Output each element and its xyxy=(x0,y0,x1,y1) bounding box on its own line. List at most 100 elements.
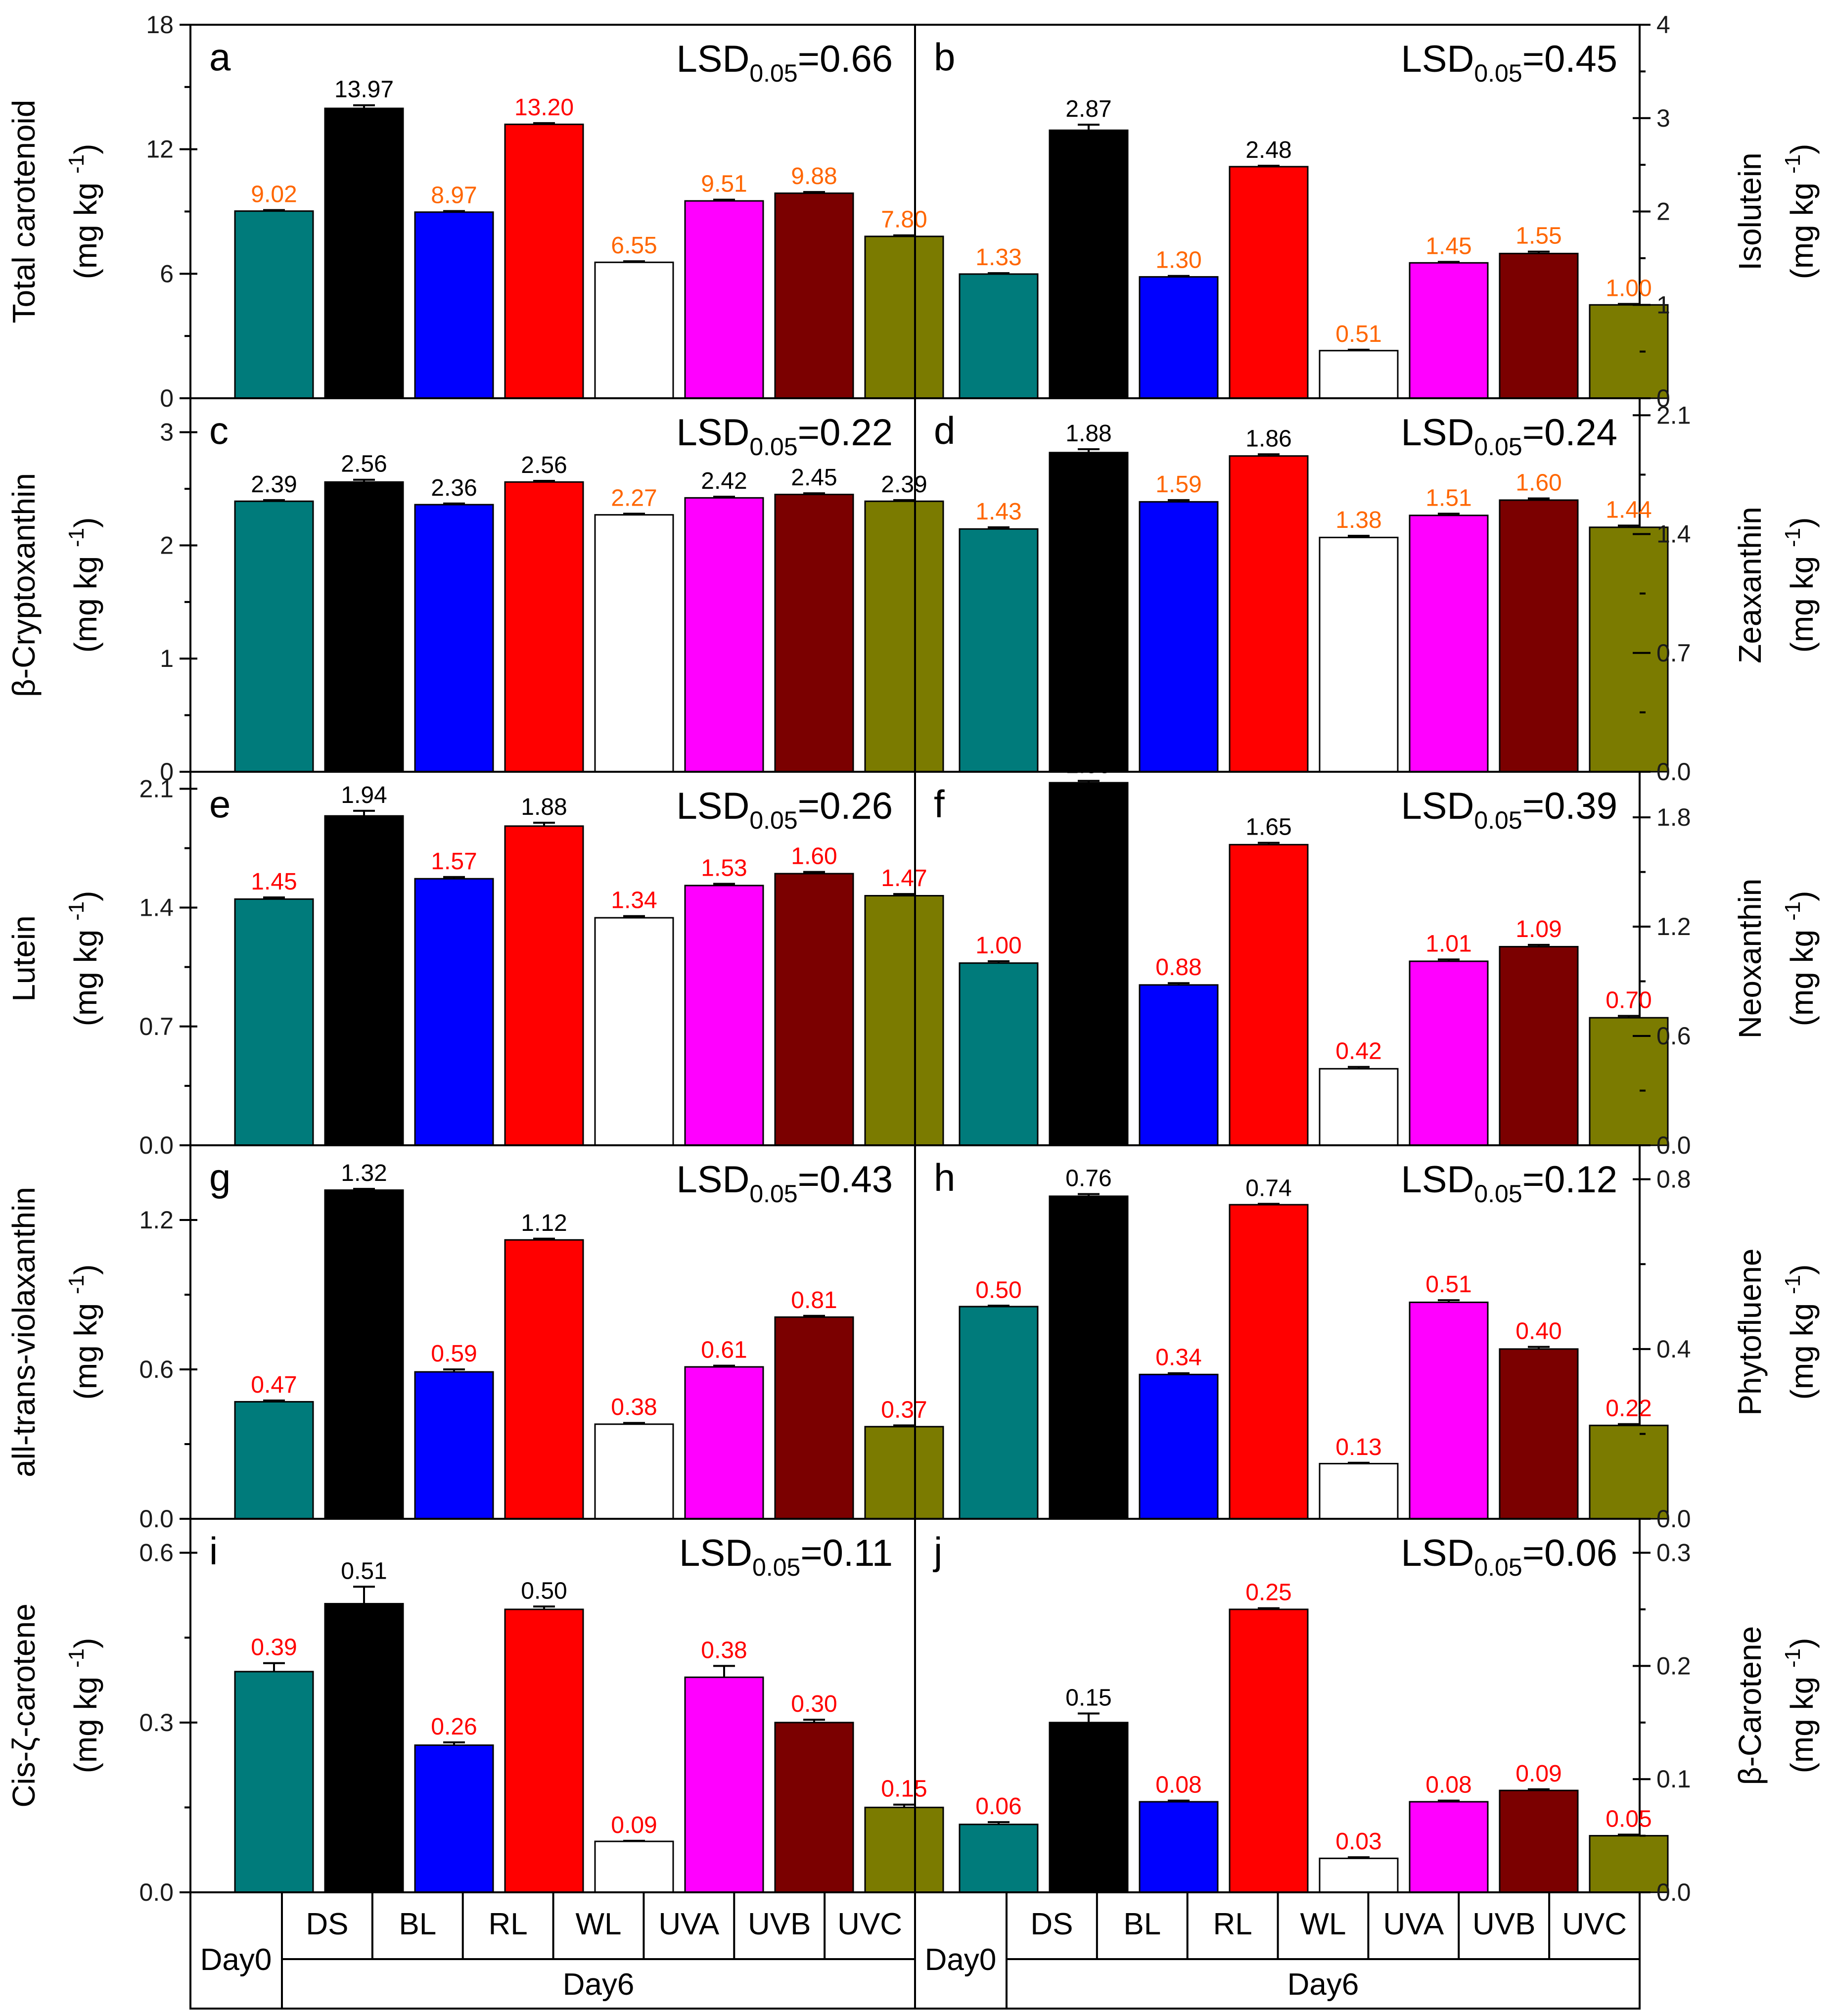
ytick-label-i-2: 0.6 xyxy=(139,1539,174,1567)
category-axis-2: Day0 Day6 DS BL RL WL UVA UVB UVC xyxy=(914,1891,1641,2010)
lsd-annotation-c: LSD0.05=0.22 xyxy=(677,412,893,461)
value-label-i-uva: 0.38 xyxy=(701,1637,747,1663)
bar-a-uvc xyxy=(864,235,944,399)
ylabel-unit-c: (mg kg -1) xyxy=(64,517,103,653)
unit-close: ) xyxy=(1784,517,1820,528)
bar-b-rl xyxy=(1229,166,1309,399)
value-label-h-ds: 0.76 xyxy=(1065,1166,1111,1192)
ylabel-f: Neoxanthin xyxy=(1732,879,1768,1039)
panel-letter-j: j xyxy=(933,1529,942,1573)
lsd-subscript: 0.05 xyxy=(1474,59,1522,87)
day0-label-2: Day0 xyxy=(925,1943,997,1977)
unit-close: ) xyxy=(68,144,103,154)
lsd-subscript: 0.05 xyxy=(1474,806,1522,834)
category-label-1-rl: RL xyxy=(489,1907,528,1941)
unit-superscript: -1 xyxy=(1781,1275,1805,1294)
unit-superscript: -1 xyxy=(1781,528,1805,547)
value-label-f-uvc: 0.70 xyxy=(1606,987,1652,1014)
ylabel-unit-e: (mg kg -1) xyxy=(64,891,103,1027)
ytick-label-e-2: 1.4 xyxy=(139,894,174,922)
bar-d-uvb xyxy=(1499,499,1579,773)
ylabel-a: Total carotenoid xyxy=(6,100,42,324)
bar-j-uvc xyxy=(1589,1835,1669,1893)
bar-g-uva xyxy=(684,1366,764,1520)
value-label-e-uva: 1.53 xyxy=(701,855,747,882)
bar-g-bl xyxy=(414,1371,494,1520)
unit-superscript: -1 xyxy=(64,1275,89,1294)
bar-c-wl xyxy=(594,514,674,773)
ylabel-i: Cis-ζ-carotene xyxy=(6,1603,42,1807)
bar-f-bl xyxy=(1139,984,1219,1146)
value-label-d-ds: 1.88 xyxy=(1065,421,1111,447)
lsd-text: LSD xyxy=(1401,785,1474,827)
lsd-value: =0.11 xyxy=(800,1532,893,1574)
ytick-label-g-2: 1.2 xyxy=(139,1206,174,1234)
bar-b-wl xyxy=(1319,350,1399,399)
unit-text: (mg kg xyxy=(1784,1668,1820,1773)
ytick-label-b-2: 2 xyxy=(1656,198,1670,226)
value-label-i-rl: 0.50 xyxy=(521,1578,567,1604)
bar-c-uvb xyxy=(774,493,854,773)
unit-text: (mg kg xyxy=(68,1668,103,1773)
value-label-f-ds: 1.99 xyxy=(1065,752,1111,778)
lsd-annotation-i: LSD0.05=0.11 xyxy=(679,1532,893,1581)
ylabel-unit-b: (mg kg -1) xyxy=(1781,144,1820,280)
ytick-label-e-1: 0.7 xyxy=(139,1013,174,1040)
bar-a-bl xyxy=(414,211,494,399)
value-label-g-uva: 0.61 xyxy=(701,1337,747,1363)
category-label-2-uva: UVA xyxy=(1383,1907,1444,1941)
panel-f: 1.00 1.99 0.88 1.65 0.42 1.01 1.09 0.70 0.0 0.6 1.… xyxy=(914,752,1820,1159)
ytick-label-g-0: 0.0 xyxy=(139,1505,174,1533)
bar-i-uva xyxy=(684,1676,764,1893)
unit-text: (mg kg xyxy=(1784,1294,1820,1400)
lsd-text: LSD xyxy=(679,1532,752,1574)
value-label-d-uvc: 1.44 xyxy=(1606,497,1652,523)
bar-j-uvb xyxy=(1499,1789,1579,1893)
unit-close: ) xyxy=(68,1265,103,1275)
value-label-c-ds: 2.56 xyxy=(341,451,387,477)
bar-j-wl xyxy=(1319,1857,1399,1893)
value-label-j-wl: 0.03 xyxy=(1335,1828,1381,1855)
unit-superscript: -1 xyxy=(1781,1648,1805,1668)
day6-label-2: Day6 xyxy=(1287,1968,1359,2002)
value-label-b-wl: 0.51 xyxy=(1335,321,1381,347)
category-label-1-uva: UVA xyxy=(658,1907,720,1941)
ytick-label-a-3: 18 xyxy=(146,11,174,39)
bar-h-ds xyxy=(1049,1195,1129,1520)
bar-g-rl xyxy=(504,1239,584,1520)
bar-a-day0 xyxy=(234,210,314,399)
bar-e-bl xyxy=(414,878,494,1146)
x-axis-group: Day0 Day6 DS BL RL WL UVA UVB UVC Day0 Day6 DS BL RL W… xyxy=(189,1891,1641,2010)
value-label-a-uvb: 9.88 xyxy=(791,163,837,189)
ylabel-c: β-Cryptoxanthin xyxy=(6,473,42,697)
lsd-annotation-a: LSD0.05=0.66 xyxy=(677,38,893,87)
value-label-e-wl: 1.34 xyxy=(611,888,657,914)
value-label-i-day0: 0.39 xyxy=(251,1635,297,1661)
bar-e-ds xyxy=(324,815,404,1146)
bar-d-bl xyxy=(1139,501,1219,773)
unit-superscript: -1 xyxy=(64,528,89,547)
value-label-d-uva: 1.51 xyxy=(1425,485,1471,511)
panel-letter-i: i xyxy=(209,1529,218,1573)
ylabel-unit-g: (mg kg -1) xyxy=(64,1265,103,1400)
bar-a-uvb xyxy=(774,192,854,399)
value-label-b-ds: 2.87 xyxy=(1065,96,1111,122)
value-label-d-bl: 1.59 xyxy=(1155,471,1201,498)
value-label-a-day0: 9.02 xyxy=(251,182,297,208)
lsd-value: =0.22 xyxy=(798,412,893,454)
ylabel-g: all-trans-violaxanthin xyxy=(6,1187,42,1477)
bar-j-ds xyxy=(1049,1722,1129,1893)
ytick-label-b-4: 4 xyxy=(1656,11,1670,39)
value-label-a-wl: 6.55 xyxy=(611,233,657,259)
lsd-text: LSD xyxy=(677,1159,750,1201)
value-label-a-uvc: 7.80 xyxy=(881,207,927,233)
lsd-text: LSD xyxy=(677,785,750,827)
bar-b-ds xyxy=(1049,129,1129,399)
ytick-label-i-0: 0.0 xyxy=(139,1878,174,1906)
value-label-i-uvc: 0.15 xyxy=(881,1776,927,1802)
value-label-g-wl: 0.38 xyxy=(611,1394,657,1420)
panel-h: 0.50 0.76 0.34 0.74 0.13 0.51 0.40 0.22 0.0 0.4 0.… xyxy=(914,1144,1820,1533)
value-label-j-ds: 0.15 xyxy=(1065,1685,1111,1711)
value-label-e-uvb: 1.60 xyxy=(791,843,837,869)
